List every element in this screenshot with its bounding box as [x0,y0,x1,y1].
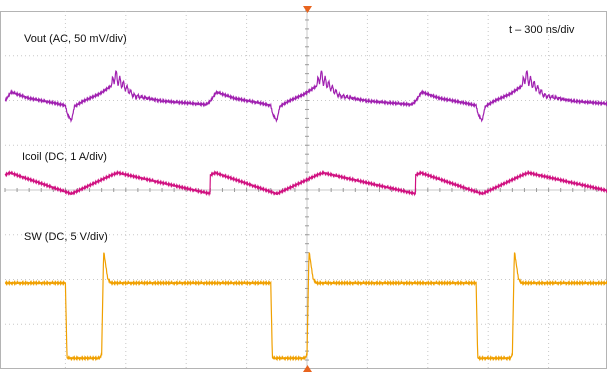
sw-trace [4,252,607,362]
icoil-channel-label: Icoil (DC, 1 A/div) [22,151,107,163]
vout-channel-label: Vout (AC, 50 mV/div) [24,33,127,45]
timebase-label: t – 300 ns/div [509,24,575,36]
sw-channel-label: SW (DC, 5 V/div) [24,231,108,243]
icoil-trace [4,169,607,197]
trigger-marker-top [303,6,312,13]
trigger-marker-bottom [303,365,312,372]
traces [4,70,607,362]
vout-trace [4,70,607,123]
graticule [4,10,607,370]
